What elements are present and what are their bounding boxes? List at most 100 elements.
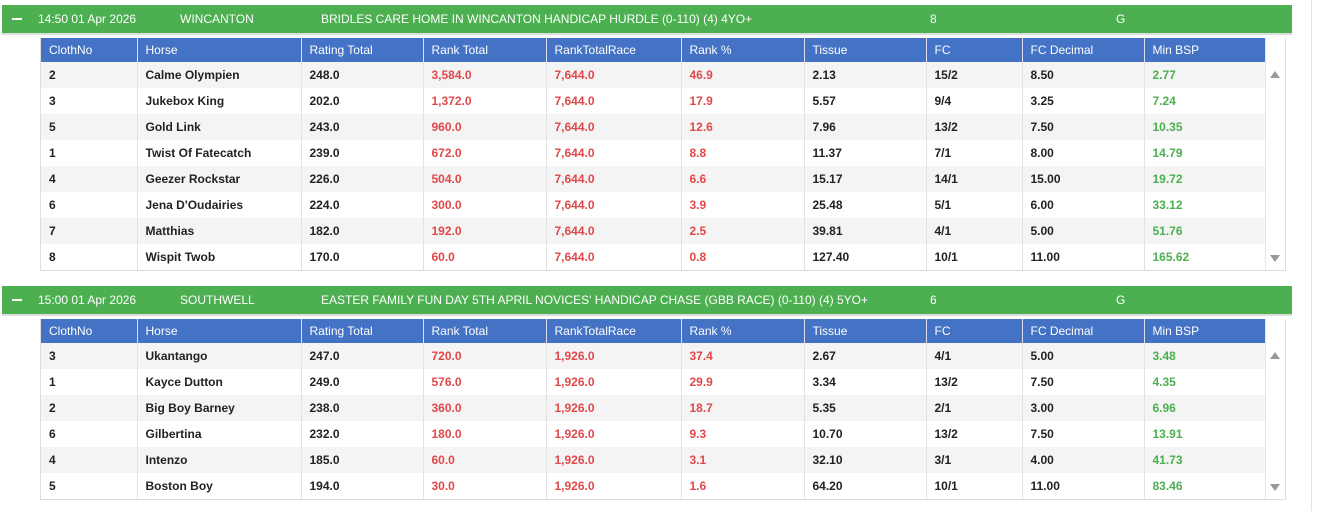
cell-fc: 10/1 — [926, 473, 1023, 499]
column-header[interactable]: Rank % — [681, 319, 805, 343]
column-header[interactable]: ClothNo — [41, 319, 138, 343]
cell-min-bsp: 4.35 — [1144, 369, 1267, 395]
table-row[interactable]: 5 Gold Link 243.0 960.0 7,644.0 12.6 7.96 13/2 7… — [41, 114, 1267, 140]
column-header[interactable]: FC Decimal — [1022, 38, 1145, 62]
cell-ranktotalrace: 7,644.0 — [546, 114, 682, 140]
race-time: 14:50 01 Apr 2026 — [38, 12, 137, 26]
column-header[interactable]: FC Decimal — [1022, 319, 1145, 343]
table-row[interactable]: 1 Kayce Dutton 249.0 576.0 1,926.0 29.9 3.34 13… — [41, 369, 1267, 395]
cell-rank-: 12.6 — [681, 114, 805, 140]
cell-tissue: 39.81 — [804, 218, 927, 244]
table-row[interactable]: 6 Gilbertina 232.0 180.0 1,926.0 9.3 10.70 13/2… — [41, 421, 1267, 447]
column-header[interactable]: Tissue — [804, 319, 927, 343]
cell-tissue: 127.40 — [804, 244, 927, 270]
table-row[interactable]: 6 Jena D'Oudairies 224.0 300.0 7,644.0 3.9 25.… — [41, 192, 1267, 218]
table-row[interactable]: 5 Boston Boy 194.0 30.0 1,926.0 1.6 64.20 10/1 1… — [41, 473, 1267, 499]
scroll-down-icon[interactable] — [1270, 255, 1280, 262]
column-header[interactable]: Horse — [137, 319, 302, 343]
cell-fc-decimal: 3.00 — [1022, 395, 1145, 421]
table-row[interactable]: 8 Wispit Twob 170.0 60.0 7,644.0 0.8 127.40 10/… — [41, 244, 1267, 270]
race-course: SOUTHWELL — [180, 293, 255, 307]
cell-rating-total: 247.0 — [301, 343, 424, 369]
cell-fc-decimal: 15.00 — [1022, 166, 1145, 192]
collapse-icon[interactable] — [12, 18, 22, 20]
cell-clothno: 8 — [41, 244, 138, 270]
column-header[interactable]: Rating Total — [301, 319, 424, 343]
column-header[interactable]: Min BSP — [1144, 319, 1267, 343]
race-title: BRIDLES CARE HOME IN WINCANTON HANDICAP … — [321, 12, 753, 26]
scroll-up-icon[interactable] — [1270, 71, 1280, 78]
cell-tissue: 11.37 — [804, 140, 927, 166]
scrollbar[interactable] — [1265, 38, 1285, 270]
race-header[interactable]: 14:50 01 Apr 2026 WINCANTON BRIDLES CARE… — [2, 5, 1292, 35]
race-going: G — [1116, 12, 1126, 26]
runners-table-wrap: ClothNo Horse Rating Total Rank Total RankTo… — [40, 319, 1286, 500]
cell-rank-: 9.3 — [681, 421, 805, 447]
cell-fc: 14/1 — [926, 166, 1023, 192]
column-header[interactable]: FC — [926, 38, 1023, 62]
column-header[interactable]: Min BSP — [1144, 38, 1267, 62]
table-row[interactable]: 4 Geezer Rockstar 226.0 504.0 7,644.0 6.6 15.1… — [41, 166, 1267, 192]
cell-rank-: 37.4 — [681, 343, 805, 369]
column-header[interactable]: Rating Total — [301, 38, 424, 62]
runners-table-wrap: ClothNo Horse Rating Total Rank Total RankTo… — [40, 38, 1286, 271]
table-row[interactable]: 2 Big Boy Barney 238.0 360.0 1,926.0 18.7 5.35… — [41, 395, 1267, 421]
collapse-icon[interactable] — [12, 299, 22, 301]
table-row[interactable]: 1 Twist Of Fatecatch 239.0 672.0 7,644.0 8.8 1… — [41, 140, 1267, 166]
cell-min-bsp: 3.48 — [1144, 343, 1267, 369]
cell-rank-: 3.1 — [681, 447, 805, 473]
cell-rank-: 29.9 — [681, 369, 805, 395]
table-row[interactable]: 3 Ukantango 247.0 720.0 1,926.0 37.4 2.67 4/1 5.… — [41, 343, 1267, 369]
column-header[interactable]: Tissue — [804, 38, 927, 62]
column-header[interactable]: Rank Total — [423, 38, 547, 62]
scrollbar[interactable] — [1265, 319, 1285, 499]
cell-tissue: 3.34 — [804, 369, 927, 395]
cell-min-bsp: 19.72 — [1144, 166, 1267, 192]
scroll-up-icon[interactable] — [1270, 352, 1280, 359]
table-row[interactable]: 2 Calme Olympien 248.0 3,584.0 7,644.0 46.9 2.… — [41, 62, 1267, 88]
cell-rank-: 46.9 — [681, 62, 805, 88]
cell-clothno: 3 — [41, 343, 138, 369]
cell-rank-total: 360.0 — [423, 395, 547, 421]
cell-ranktotalrace: 7,644.0 — [546, 192, 682, 218]
cell-fc: 2/1 — [926, 395, 1023, 421]
cell-rating-total: 182.0 — [301, 218, 424, 244]
cell-horse: Big Boy Barney — [137, 395, 302, 421]
cell-horse: Intenzo — [137, 447, 302, 473]
column-header[interactable]: Horse — [137, 38, 302, 62]
column-header[interactable]: Rank % — [681, 38, 805, 62]
cell-fc: 3/1 — [926, 447, 1023, 473]
cell-ranktotalrace: 1,926.0 — [546, 473, 682, 499]
cell-fc: 4/1 — [926, 343, 1023, 369]
table-row[interactable]: 4 Intenzo 185.0 60.0 1,926.0 3.1 32.10 3/1 4.00 4… — [41, 447, 1267, 473]
column-header[interactable]: ClothNo — [41, 38, 138, 62]
cell-ranktotalrace: 1,926.0 — [546, 421, 682, 447]
cell-clothno: 6 — [41, 192, 138, 218]
cell-min-bsp: 6.96 — [1144, 395, 1267, 421]
cell-fc-decimal: 8.50 — [1022, 62, 1145, 88]
scroll-down-icon[interactable] — [1270, 484, 1280, 491]
cell-min-bsp: 51.76 — [1144, 218, 1267, 244]
cell-fc: 13/2 — [926, 421, 1023, 447]
cell-rank-total: 576.0 — [423, 369, 547, 395]
cell-horse: Geezer Rockstar — [137, 166, 302, 192]
cell-horse: Twist Of Fatecatch — [137, 140, 302, 166]
cell-rank-: 1.6 — [681, 473, 805, 499]
cell-clothno: 1 — [41, 369, 138, 395]
table-row[interactable]: 7 Matthias 182.0 192.0 7,644.0 2.5 39.81 4/1 5.0… — [41, 218, 1267, 244]
cell-fc: 10/1 — [926, 244, 1023, 270]
race-group: 15:00 01 Apr 2026 SOUTHWELL EASTER FAMIL… — [2, 286, 1292, 500]
race-course: WINCANTON — [180, 12, 254, 26]
table-row[interactable]: 3 Jukebox King 202.0 1,372.0 7,644.0 17.9 5.57… — [41, 88, 1267, 114]
column-header[interactable]: RankTotalRace — [546, 319, 682, 343]
column-header[interactable]: FC — [926, 319, 1023, 343]
race-header[interactable]: 15:00 01 Apr 2026 SOUTHWELL EASTER FAMIL… — [2, 286, 1292, 316]
cell-horse: Gold Link — [137, 114, 302, 140]
cell-fc: 7/1 — [926, 140, 1023, 166]
cell-fc: 13/2 — [926, 114, 1023, 140]
column-header[interactable]: Rank Total — [423, 319, 547, 343]
cell-tissue: 2.67 — [804, 343, 927, 369]
cell-clothno: 5 — [41, 473, 138, 499]
cell-ranktotalrace: 7,644.0 — [546, 140, 682, 166]
column-header[interactable]: RankTotalRace — [546, 38, 682, 62]
